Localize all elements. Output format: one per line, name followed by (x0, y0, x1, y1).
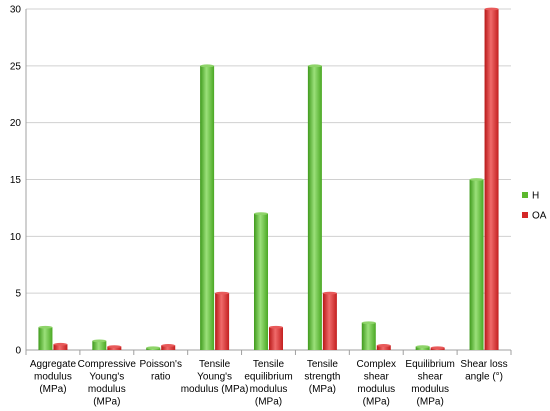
legend-swatch-oa (522, 212, 528, 218)
category-label: Tensile equilibrium modulus (MPa) (244, 359, 292, 408)
bar-cap (376, 344, 391, 347)
bar-cap (200, 64, 215, 68)
bar-h (254, 213, 268, 350)
category-label: Aggregate modulus (MPa) (30, 359, 77, 395)
y-tick-label: 15 (10, 175, 22, 186)
bar-cap (484, 7, 499, 11)
bar-cap (215, 291, 230, 295)
bar-h (38, 327, 53, 350)
bar-h (92, 340, 107, 350)
bar-cap (53, 342, 68, 346)
bar-oa (484, 9, 499, 350)
category-label: Compressive Young's modulus (MPa) (78, 359, 137, 408)
bar-cap (361, 321, 376, 325)
legend: H OA (522, 191, 547, 222)
bars (38, 7, 499, 350)
bar-oa (215, 293, 230, 350)
bar-cap (146, 346, 161, 350)
bar-cap (469, 178, 484, 181)
category-label: Poisson's ratio (139, 359, 182, 383)
legend-label-h: H (532, 191, 539, 202)
bar-cap (161, 344, 176, 347)
bar-oa (107, 346, 122, 350)
category-label: Complex shear modulus (MPa) (357, 359, 396, 408)
legend-swatch-h (522, 192, 528, 198)
axes: 0 5 10 15 20 25 30 (10, 5, 512, 357)
category-label: Equilibrium shear modulus (MPa) (405, 359, 454, 408)
category-label: Shear loss angle (°) (460, 359, 507, 383)
bar-oa (322, 293, 337, 350)
bar-h (307, 65, 322, 350)
y-tick-label: 0 (15, 346, 21, 357)
bar-cap (254, 212, 268, 216)
bar-cap (307, 64, 322, 68)
bar-oa (376, 345, 391, 350)
bar-cap (415, 345, 430, 348)
bar-cap (322, 291, 337, 295)
bar-h (361, 322, 376, 350)
y-tick-label: 25 (10, 61, 22, 72)
bar-cap (430, 346, 445, 350)
category-label: Tensile Young's modulus (MPa) (181, 359, 249, 395)
category-labels: Aggregate modulus (MPa)Compressive Young's m… (30, 359, 508, 408)
y-tick-label: 5 (15, 289, 21, 300)
bar-cap (107, 345, 122, 348)
bar-h (200, 65, 215, 350)
y-tick-label: 30 (10, 5, 22, 16)
bar-cap (38, 325, 53, 329)
bar-oa (161, 345, 176, 350)
y-tick-label: 20 (10, 118, 22, 129)
bar-oa (269, 327, 283, 350)
category-label: Tensile strength (MPa) (304, 359, 340, 395)
bar-oa (53, 344, 68, 350)
bar-cap (269, 325, 283, 329)
bar-cap (92, 339, 107, 343)
gridlines (26, 8, 511, 351)
bar-h (469, 179, 484, 350)
y-tick-label: 10 (10, 232, 22, 243)
bar-h (415, 346, 430, 350)
legend-label-oa: OA (532, 211, 547, 222)
